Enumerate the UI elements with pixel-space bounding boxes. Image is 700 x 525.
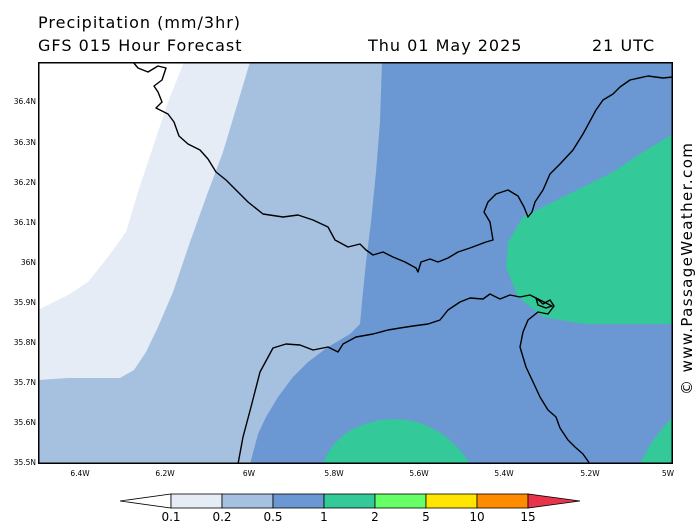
lon-tick-label: 5.8W	[324, 469, 344, 478]
spain-atlantic-coast	[132, 62, 673, 273]
forecast-time-utc: 21 UTC	[592, 36, 656, 55]
precip-band-2-to-5-east	[506, 134, 673, 324]
legend-label: 1	[320, 510, 328, 524]
lon-tick-label: 6.2W	[155, 469, 175, 478]
legend-swatch	[425, 493, 478, 509]
lon-tick-label: 6.4W	[70, 469, 90, 478]
precipitation-map	[38, 62, 673, 464]
legend-swatch-below-min	[119, 493, 172, 509]
legend-swatch	[374, 493, 427, 509]
coastline	[132, 62, 673, 464]
legend-swatch	[476, 493, 529, 509]
lon-tick-label: 5W	[661, 469, 675, 478]
lat-tick-label: 35.5N	[13, 458, 36, 467]
lat-tick-label: 35.7N	[13, 378, 36, 387]
lat-tick-label: 36.1N	[13, 218, 36, 227]
precip-band-2-to-5-corner	[640, 417, 673, 464]
lat-tick-label: 36.2N	[13, 178, 36, 187]
legend-label: 15	[520, 510, 536, 524]
lon-tick-label: 5.6W	[409, 469, 429, 478]
legend-label: 0.5	[263, 510, 283, 524]
precip-band-0.1-to-0.2	[38, 62, 184, 310]
legend-label: 2	[371, 510, 379, 524]
legend-swatch	[221, 493, 274, 509]
legend-swatch-above-max	[527, 493, 581, 509]
chart-title: Precipitation (mm/3hr)	[38, 13, 242, 32]
lat-tick-label: 35.6N	[13, 418, 36, 427]
lat-tick-label: 36.3N	[13, 138, 36, 147]
lon-tick-label: 5.2W	[580, 469, 600, 478]
morocco-strait-coast	[237, 293, 591, 464]
legend-label: 5	[422, 510, 430, 524]
lon-tick-label: 6W	[242, 469, 256, 478]
legend-label: 10	[469, 510, 485, 524]
lat-tick-label: 35.8N	[13, 338, 36, 347]
lon-tick-label: 5.4W	[494, 469, 514, 478]
forecast-date: Thu 01 May 2025	[368, 36, 523, 55]
lat-tick-label: 36N	[20, 258, 36, 267]
legend-swatch	[170, 493, 223, 509]
ceuta-peninsula	[535, 297, 553, 309]
legend-swatch	[272, 493, 325, 509]
precipitation-color-scale	[119, 493, 581, 509]
legend-label: 0.2	[212, 510, 232, 524]
legend-label: 0.1	[161, 510, 181, 524]
site-credit: © www.PassageWeather.com	[678, 141, 696, 395]
lat-tick-label: 35.9N	[13, 298, 36, 307]
lat-tick-label: 36.4N	[13, 97, 36, 106]
forecast-subtitle: GFS 015 Hour Forecast	[38, 36, 243, 55]
precip-band-2-to-5-south	[323, 419, 470, 464]
legend-swatch	[323, 493, 376, 509]
